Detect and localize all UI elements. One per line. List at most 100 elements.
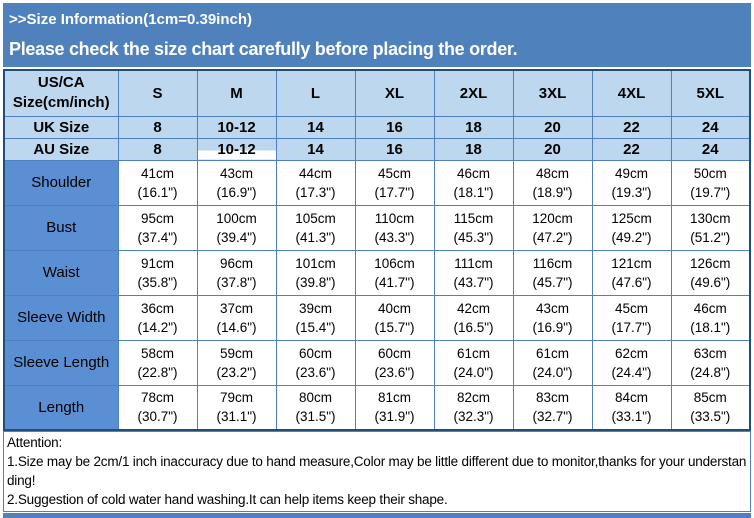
cell-shoulder-4xl: 49cm (19.3") (591, 159, 672, 206)
cell-au-size-l: 14 (275, 137, 356, 161)
value-cm: 96cm (219, 255, 253, 271)
value-inch: (24.0") (453, 364, 494, 380)
cell-sleeve-length-xl: 60cm (23.6") (354, 339, 435, 386)
value-inch: (30.7") (137, 409, 178, 425)
value-inch: (15.7") (374, 319, 415, 335)
value-cm: 43cm (219, 165, 253, 181)
value-inch: (37.8") (216, 274, 257, 290)
value-inch: (24.0") (532, 364, 573, 380)
value-cm: 120cm (532, 210, 573, 226)
value-inch: (14.2") (137, 319, 178, 335)
row-label-shoulder: Shoulder (3, 159, 119, 206)
value-inch: (16.9") (216, 184, 257, 200)
cell-bust-l: 105cm (41.3") (275, 204, 356, 251)
value-inch: (31.1") (216, 409, 257, 425)
value-cm: 43cm (535, 300, 569, 316)
cell-length-4xl: 84cm (33.1") (591, 384, 672, 431)
value-cm: 37cm (219, 300, 253, 316)
value-inch: (35.8") (137, 274, 178, 290)
banner: >>Size Information(1cm=0.39inch) Please … (3, 3, 751, 67)
value-cm: 110cm (374, 210, 415, 226)
value-cm: 39cm (298, 300, 332, 316)
value-inch: (16.5") (453, 319, 494, 335)
column-header-size-4xl: 4XL (591, 69, 672, 117)
column-header-size-l: L (275, 69, 356, 117)
value-cm: 63cm (693, 345, 727, 361)
cell-sleeve-width-l: 39cm (15.4") (275, 294, 356, 341)
cell-au-size-5xl: 24 (670, 137, 751, 161)
value-inch: (23.6") (374, 364, 415, 380)
cell-shoulder-xl: 45cm (17.7") (354, 159, 435, 206)
value-inch: (43.7") (453, 274, 494, 290)
cell-waist-m: 96cm (37.8") (196, 249, 277, 296)
cell-au-size-s: 8 (117, 137, 198, 161)
value-cm: 61cm (535, 345, 569, 361)
value-cm: 82cm (456, 390, 490, 406)
cell-uk-size-2xl: 18 (433, 115, 514, 139)
table-row-sleeve-length: Sleeve Length 58cm (22.8") 59cm (23.2") 60cm (… (3, 339, 751, 386)
value-cm: 111cm (454, 255, 493, 271)
cell-bust-2xl: 115cm (45.3") (433, 204, 514, 251)
value-inch: (37.4") (137, 229, 178, 245)
value-inch: (16.9") (532, 319, 573, 335)
cell-length-2xl: 82cm (32.3") (433, 384, 514, 431)
table-row-bust: Bust 95cm (37.4") 100cm (39.4") 105cm (41.3") 1… (3, 204, 751, 251)
value-cm: 100cm (216, 210, 257, 226)
cell-uk-size-xl: 16 (354, 115, 435, 139)
cell-sleeve-length-3xl: 61cm (24.0") (512, 339, 593, 386)
value-cm: 116cm (532, 255, 573, 271)
cell-sleeve-length-l: 60cm (23.6") (275, 339, 356, 386)
cell-waist-5xl: 126cm (49.6") (670, 249, 751, 296)
cell-waist-4xl: 121cm (47.6") (591, 249, 672, 296)
value-cm: 41cm (140, 165, 174, 181)
value-inch: (45.7") (532, 274, 573, 290)
value-cm: 45cm (614, 300, 648, 316)
value-cm: 50cm (693, 165, 727, 181)
cell-sleeve-length-5xl: 63cm (24.8") (670, 339, 751, 386)
cell-uk-size-s: 8 (117, 115, 198, 139)
value-inch: (19.7") (690, 184, 731, 200)
value-cm: 62cm (614, 345, 648, 361)
cell-sleeve-width-s: 36cm (14.2") (117, 294, 198, 341)
cell-bust-m: 100cm (39.4") (196, 204, 277, 251)
cell-length-xl: 81cm (31.9") (354, 384, 435, 431)
value-inch: (49.6") (690, 274, 731, 290)
value-inch: (23.2") (216, 364, 257, 380)
value-inch: (31.9") (374, 409, 415, 425)
value-cm: 105cm (295, 210, 336, 226)
cell-sleeve-length-m: 59cm (23.2") (196, 339, 277, 386)
cell-shoulder-3xl: 48cm (18.9") (512, 159, 593, 206)
cell-uk-size-m: 10-12 (196, 115, 277, 139)
value-cm: 80cm (298, 390, 332, 406)
corner-line-2: Size(cm/inch) (12, 94, 110, 112)
value-inch: (22.8") (137, 364, 178, 380)
value-cm: 58cm (140, 345, 174, 361)
value-inch: (32.3") (453, 409, 494, 425)
table-row-shoulder: Shoulder 41cm (16.1") 43cm (16.9") 44cm (17.3"… (3, 159, 751, 206)
value-inch: (47.2") (532, 229, 573, 245)
attention-note-2: 2.Suggestion of cold water hand washing.… (7, 492, 448, 507)
cell-sleeve-width-4xl: 45cm (17.7") (591, 294, 672, 341)
value-inch: (47.6") (611, 274, 652, 290)
column-header-size-xl: XL (354, 69, 435, 117)
value-inch: (43.3") (374, 229, 415, 245)
value-inch: (17.7") (374, 184, 415, 200)
value-cm: 115cm (453, 210, 494, 226)
cell-sleeve-width-5xl: 46cm (18.1") (670, 294, 751, 341)
cell-length-3xl: 83cm (32.7") (512, 384, 593, 431)
cell-length-m: 79cm (31.1") (196, 384, 277, 431)
cell-waist-2xl: 111cm (43.7") (433, 249, 514, 296)
table-row-au-size: AU Size 8 10-12 14 16 18 20 22 24 (3, 137, 751, 161)
row-label-au-size: AU Size (3, 137, 119, 161)
value-cm: 59cm (219, 345, 253, 361)
value-cm: 42cm (456, 300, 490, 316)
value-inch: (18.1") (453, 184, 494, 200)
value-cm: 91cm (140, 255, 174, 271)
value-inch: (24.4") (611, 364, 652, 380)
value-inch: (16.1") (137, 184, 178, 200)
value-cm: 45cm (377, 165, 411, 181)
value-cm: 36cm (140, 300, 174, 316)
value-cm: 46cm (456, 165, 490, 181)
column-header-size-3xl: 3XL (512, 69, 593, 117)
value-cm: 95cm (140, 210, 174, 226)
